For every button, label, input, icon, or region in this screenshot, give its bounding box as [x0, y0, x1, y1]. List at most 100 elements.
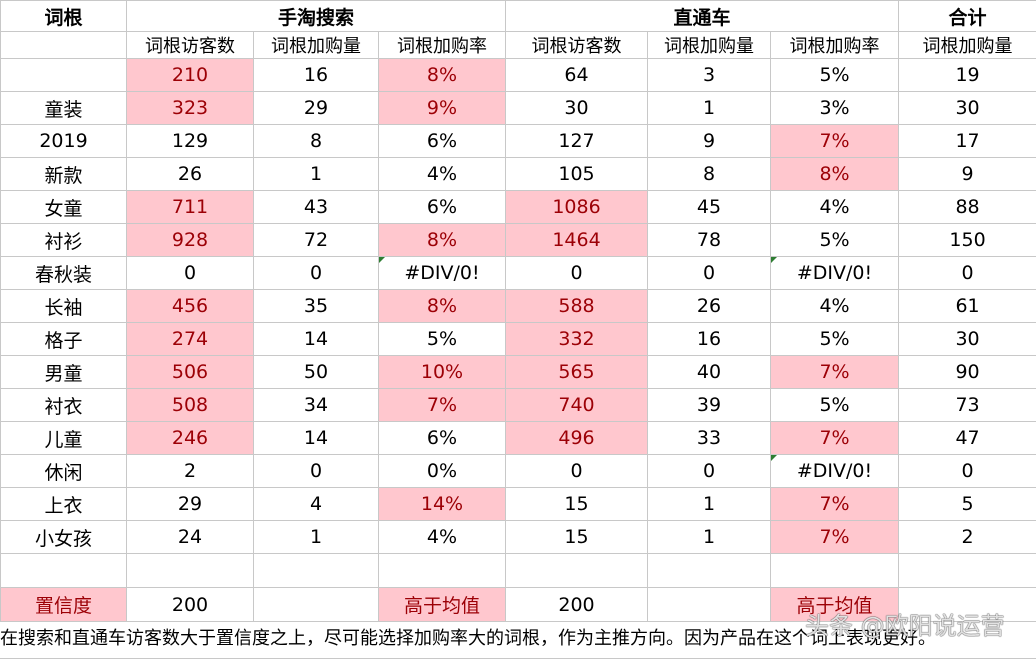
cell-ztc-rate[interactable]: 7% — [769, 355, 900, 389]
header-total-cart[interactable]: 词根加购量 — [898, 31, 1036, 59]
cell-ztc-rate[interactable]: 8% — [769, 157, 900, 191]
cell-search-uv[interactable]: 129 — [126, 124, 254, 158]
cell-search-cart[interactable]: 50 — [253, 355, 379, 389]
cell-search-uv[interactable]: 29 — [126, 487, 254, 521]
cell-root[interactable] — [0, 58, 127, 92]
header-group-total[interactable]: 合计 — [898, 0, 1036, 32]
cell-search-rate[interactable]: 6% — [378, 190, 506, 224]
cell-root[interactable]: 男童 — [0, 355, 127, 389]
cell-empty[interactable] — [898, 587, 1036, 622]
cell-ztc-cart[interactable]: 9 — [647, 124, 771, 158]
cell-ztc-uv[interactable]: 332 — [505, 322, 648, 356]
cell-ztc-cart[interactable]: 0 — [647, 256, 771, 290]
cell-search-cart[interactable]: 43 — [253, 190, 379, 224]
cell-root[interactable]: 女童 — [0, 190, 127, 224]
cell-empty[interactable] — [0, 553, 127, 588]
cell-search-uv[interactable]: 711 — [126, 190, 254, 224]
search-rate-note[interactable]: 高于均值 — [378, 587, 506, 622]
cell-ztc-cart[interactable]: 45 — [647, 190, 771, 224]
cell-root[interactable]: 休闲 — [0, 454, 127, 488]
cell-empty[interactable] — [378, 553, 506, 588]
header-search-uv[interactable]: 词根访客数 — [126, 31, 254, 59]
cell-search-cart[interactable]: 0 — [253, 454, 379, 488]
cell-search-rate[interactable]: 0% — [378, 454, 506, 488]
ztc-uv-threshold[interactable]: 200 — [505, 587, 648, 622]
cell-root[interactable]: 衬衫 — [0, 223, 127, 257]
cell-root[interactable]: 长袖 — [0, 289, 127, 323]
header-ztc-rate[interactable]: 词根加购率 — [769, 31, 900, 59]
cell-empty[interactable] — [647, 553, 771, 588]
cell-search-uv[interactable]: 2 — [126, 454, 254, 488]
cell-search-uv[interactable]: 210 — [126, 58, 254, 92]
cell-ztc-cart[interactable]: 1 — [647, 91, 771, 125]
cell-ztc-uv[interactable]: 588 — [505, 289, 648, 323]
cell-search-cart[interactable]: 14 — [253, 421, 379, 455]
cell-search-cart[interactable]: 1 — [253, 520, 379, 554]
cell-search-cart[interactable]: 4 — [253, 487, 379, 521]
cell-ztc-rate[interactable]: 7% — [769, 421, 900, 455]
cell-total[interactable]: 5 — [898, 487, 1036, 521]
cell-ztc-uv[interactable]: 0 — [505, 454, 648, 488]
cell-ztc-uv[interactable]: 127 — [505, 124, 648, 158]
cell-ztc-cart[interactable]: 8 — [647, 157, 771, 191]
cell-ztc-uv[interactable]: 64 — [505, 58, 648, 92]
header-cell-empty[interactable] — [0, 31, 127, 59]
cell-search-rate[interactable]: 8% — [378, 223, 506, 257]
cell-ztc-uv[interactable]: 1086 — [505, 190, 648, 224]
cell-root[interactable]: 衬衣 — [0, 388, 127, 422]
header-search-cart[interactable]: 词根加购量 — [253, 31, 379, 59]
cell-ztc-cart[interactable]: 26 — [647, 289, 771, 323]
cell-empty[interactable] — [769, 553, 900, 588]
cell-search-rate[interactable]: 4% — [378, 157, 506, 191]
cell-search-rate[interactable]: 6% — [378, 421, 506, 455]
cell-empty[interactable] — [505, 553, 648, 588]
cell-total[interactable]: 9 — [898, 157, 1036, 191]
cell-root[interactable]: 春秋装 — [0, 256, 127, 290]
cell-search-rate[interactable]: 10% — [378, 355, 506, 389]
cell-search-rate[interactable]: 7% — [378, 388, 506, 422]
cell-search-uv[interactable]: 928 — [126, 223, 254, 257]
cell-search-rate[interactable]: 14% — [378, 487, 506, 521]
cell-search-uv[interactable]: 506 — [126, 355, 254, 389]
cell-total[interactable]: 47 — [898, 421, 1036, 455]
cell-ztc-uv[interactable]: 496 — [505, 421, 648, 455]
header-group-search[interactable]: 手淘搜索 — [126, 0, 506, 32]
cell-ztc-rate-error[interactable]: #DIV/0! — [769, 256, 900, 290]
cell-search-cart[interactable]: 29 — [253, 91, 379, 125]
cell-root[interactable]: 小女孩 — [0, 520, 127, 554]
cell-total[interactable]: 30 — [898, 91, 1036, 125]
cell-search-uv[interactable]: 323 — [126, 91, 254, 125]
cell-ztc-rate[interactable]: 5% — [769, 322, 900, 356]
cell-root[interactable]: 格子 — [0, 322, 127, 356]
cell-total[interactable]: 73 — [898, 388, 1036, 422]
cell-root[interactable]: 儿童 — [0, 421, 127, 455]
cell-search-uv[interactable]: 508 — [126, 388, 254, 422]
cell-root[interactable]: 童装 — [0, 91, 127, 125]
cell-empty[interactable] — [126, 553, 254, 588]
cell-ztc-rate[interactable]: 5% — [769, 58, 900, 92]
cell-total[interactable]: 88 — [898, 190, 1036, 224]
cell-search-cart[interactable]: 1 — [253, 157, 379, 191]
cell-search-cart[interactable]: 8 — [253, 124, 379, 158]
cell-total[interactable]: 61 — [898, 289, 1036, 323]
cell-total[interactable]: 0 — [898, 256, 1036, 290]
cell-total[interactable]: 0 — [898, 454, 1036, 488]
cell-search-uv[interactable]: 24 — [126, 520, 254, 554]
cell-ztc-rate[interactable]: 4% — [769, 190, 900, 224]
cell-total[interactable]: 17 — [898, 124, 1036, 158]
cell-search-rate[interactable]: 8% — [378, 289, 506, 323]
cell-search-rate-error[interactable]: #DIV/0! — [378, 256, 506, 290]
cell-search-uv[interactable]: 246 — [126, 421, 254, 455]
cell-ztc-cart[interactable]: 0 — [647, 454, 771, 488]
cell-ztc-cart[interactable]: 40 — [647, 355, 771, 389]
cell-empty[interactable] — [253, 587, 379, 622]
header-root[interactable]: 词根 — [0, 0, 127, 32]
cell-ztc-cart[interactable]: 1 — [647, 520, 771, 554]
cell-search-rate[interactable]: 5% — [378, 322, 506, 356]
cell-ztc-rate[interactable]: 4% — [769, 289, 900, 323]
cell-search-uv[interactable]: 456 — [126, 289, 254, 323]
cell-ztc-rate[interactable]: 7% — [769, 487, 900, 521]
cell-search-cart[interactable]: 72 — [253, 223, 379, 257]
cell-total[interactable]: 150 — [898, 223, 1036, 257]
cell-search-cart[interactable]: 0 — [253, 256, 379, 290]
